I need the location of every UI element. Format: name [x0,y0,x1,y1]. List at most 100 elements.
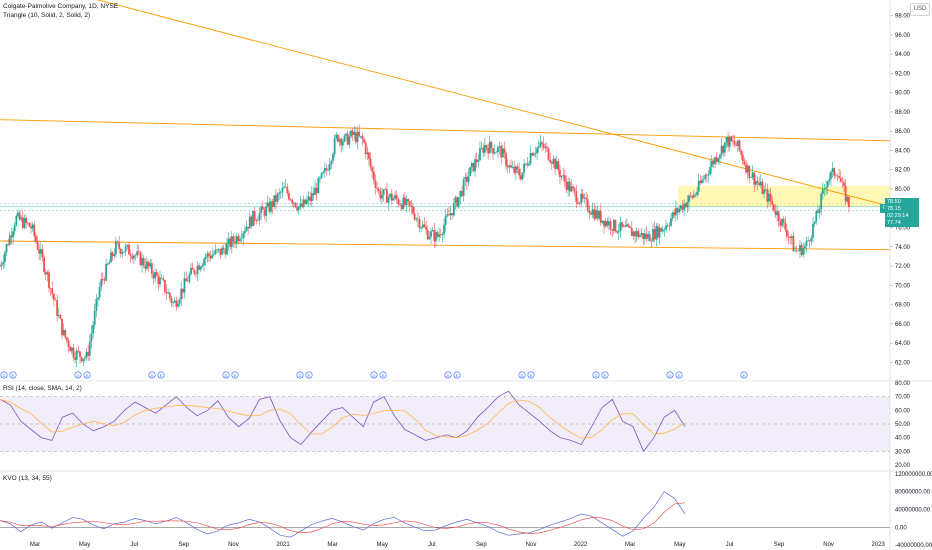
event-label: E [160,373,163,378]
x-tick-label: Sep [178,542,189,548]
candle-body [214,249,217,254]
candle-body [260,206,263,213]
candle-body [327,169,330,171]
candle-body [451,213,454,216]
candle-body [630,228,633,237]
candle-body [38,249,41,254]
candle-body [43,257,45,272]
candle-body [611,229,614,231]
candle-body [573,188,576,192]
y-tick-label: 66.00 [895,322,911,328]
candle-body [475,159,478,162]
candle-body [268,202,271,212]
x-tick-label: Jul [726,542,734,548]
event-label: E [456,373,459,378]
candle-body [528,163,530,166]
candle-body [684,203,687,208]
candle-body [196,265,199,274]
candle-body [797,250,800,252]
candle-body [764,189,767,190]
candle-body [648,234,651,242]
candle-body [180,288,183,300]
candle-body [503,148,506,154]
candle-body [106,263,109,265]
candle-body [413,213,416,220]
candle-body [462,179,465,196]
candle-body [283,186,285,189]
candle-body [510,165,512,168]
candle-body [372,171,375,181]
candle-body [616,231,619,233]
candle-body [452,202,455,216]
event-label: D [151,373,154,378]
candle-body [242,232,245,239]
candle-body [818,209,821,213]
candle-body [30,226,32,229]
candle-body [608,221,610,226]
candle-body [384,189,387,190]
candle-body [418,218,421,229]
candle-body [449,213,452,216]
candle-body [115,241,117,255]
candle-body [116,241,119,243]
candle-body [371,167,374,172]
candle-body [232,236,235,242]
kvo-panel [0,491,890,538]
candle-body [150,263,153,274]
candle-body [226,243,228,255]
candle-body [565,181,568,191]
y-tick-label: 98.00 [895,14,911,20]
candle-body [358,131,361,137]
currency-button[interactable]: USD [910,3,930,16]
candle-body [69,346,72,352]
candle-body [307,196,310,201]
candle-body [482,147,485,153]
candle-body [815,211,818,222]
candle-body [162,278,165,281]
candle-body [108,262,111,265]
candle-body [142,258,145,266]
x-tick-label: Mar [30,542,40,548]
candle-body [240,238,243,240]
candle-body [359,135,362,137]
event-marker [231,371,239,379]
candle-body [221,247,223,255]
candle-body [412,206,414,214]
candle-body [136,251,139,256]
candle-body [395,195,398,200]
candle-body [95,299,98,311]
candle-body [668,225,671,227]
candle-body [70,347,73,352]
candle-body [457,197,460,207]
candle-body [710,160,713,168]
rsi-tick-label: 40.00 [895,436,911,442]
candle-body [175,300,178,307]
candle-body [585,197,587,199]
candle-body [617,231,620,233]
candle-body [673,212,676,216]
candle-body [800,245,803,256]
event-label: E [308,373,311,378]
candle-body [575,191,578,203]
candle-body [456,197,459,207]
candle-body [67,340,70,347]
event-label: D [521,373,524,378]
candle-body [83,357,86,359]
candle-body [578,202,581,204]
rsi-line [0,390,686,453]
candle-body [715,157,718,162]
candle-body [0,264,3,267]
event-marker [157,371,165,379]
candle-body [820,193,823,210]
candle-body [209,255,212,259]
candle-body [567,181,570,191]
candle-body [759,181,762,186]
candle-body [825,187,827,189]
candle-body [310,193,313,202]
high-price-tag: 78.50 [885,198,919,206]
candle-body [348,136,351,145]
rsi-tick-label: 80.00 [895,381,911,387]
candle-body [374,180,377,188]
candle-body [557,161,560,171]
